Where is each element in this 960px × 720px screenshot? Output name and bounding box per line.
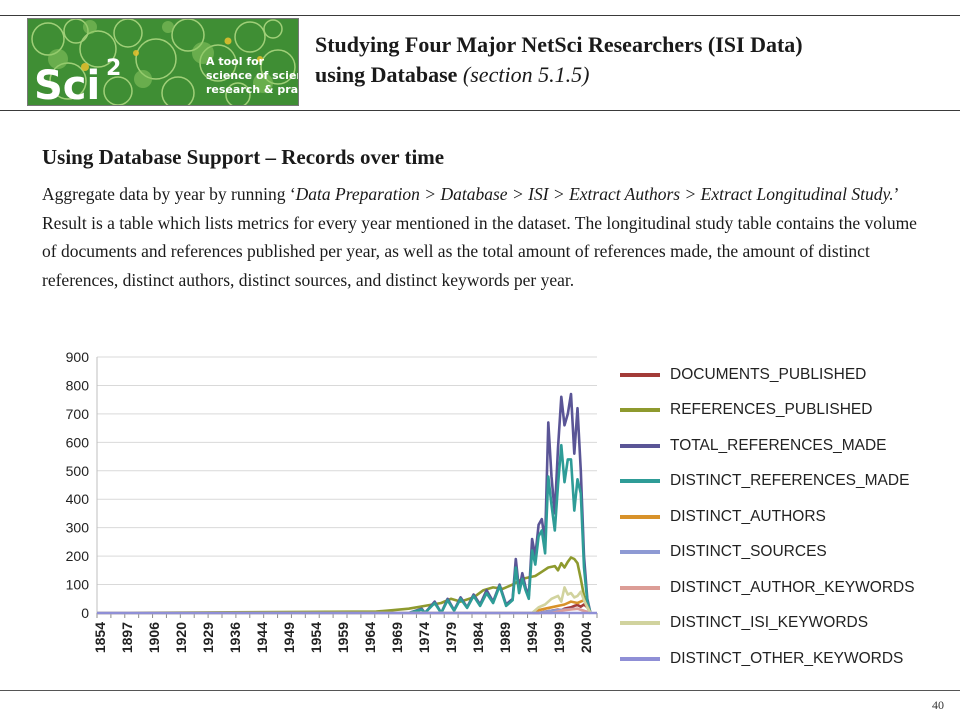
logo-superscript: 2 <box>106 56 121 81</box>
section-heading: Using Database Support – Records over ti… <box>42 145 445 169</box>
series-line-distinct-references-made <box>97 443 592 615</box>
sci2-logo-image: Sci 2 A tool for science of science rese… <box>28 19 298 105</box>
x-tick-label: 1949 <box>281 622 297 653</box>
x-tick-label: 1944 <box>254 622 270 653</box>
x-tick-label: 1964 <box>362 622 378 653</box>
legend-label: DISTINCT_REFERENCES_MADE <box>670 472 910 490</box>
legend-item: DISTINCT_AUTHOR_KEYWORDS <box>620 570 915 606</box>
header-bottom-rule <box>0 110 960 111</box>
x-tick-label: 1979 <box>443 622 459 653</box>
x-tick-label: 1999 <box>551 622 567 653</box>
legend-item: DISTINCT_AUTHORS <box>620 499 915 535</box>
x-tick-label: 1974 <box>416 622 432 653</box>
legend-item: DISTINCT_SOURCES <box>620 535 915 571</box>
paragraph-rest: ’ Result is a table which lists metrics … <box>42 184 917 290</box>
x-tick-label: 1984 <box>470 622 486 653</box>
x-tick-label: 2004 <box>578 622 594 653</box>
legend-label: DISTINCT_SOURCES <box>670 543 827 561</box>
slide-title: Studying Four Major NetSci Researchers (… <box>315 30 803 90</box>
x-tick-label: 1959 <box>335 622 351 653</box>
series-line-references-published <box>96 556 592 615</box>
y-axis-labels: 900 800 700 600 500 400 300 200 100 0 <box>66 349 90 621</box>
y-tick-label: 700 <box>66 406 90 422</box>
y-tick-label: 800 <box>66 377 90 393</box>
sci2-logo: Sci 2 A tool for science of science rese… <box>27 18 299 106</box>
line-chart-svg: 900 800 700 600 500 400 300 200 100 0 1854 1897 190… <box>66 349 598 653</box>
y-tick-label: 0 <box>81 605 89 621</box>
description-paragraph: Aggregate data by year by running ‘Data … <box>42 180 922 294</box>
page-number: 40 <box>932 698 944 712</box>
y-tick-label: 600 <box>66 434 90 450</box>
logo-tagline-3: research & practice <box>206 83 298 96</box>
slide-title-section: (section 5.1.5) <box>462 62 590 87</box>
series-line-distinct-isi-keywords <box>97 586 592 615</box>
x-tick-label: 1969 <box>389 622 405 653</box>
legend-swatch <box>620 621 660 626</box>
legend-label: DISTINCT_OTHER_KEYWORDS <box>670 649 904 667</box>
legend-swatch <box>620 479 660 484</box>
x-axis-labels: 1854 1897 1906 1920 1929 1936 1944 1949 1954 1959… <box>92 622 594 653</box>
y-tick-label: 500 <box>66 463 90 479</box>
legend-swatch <box>620 372 660 377</box>
menu-path: Data Preparation > Database > ISI > Extr… <box>295 184 894 204</box>
y-tick-label: 100 <box>66 577 90 593</box>
legend-item: TOTAL_REFERENCES_MADE <box>620 428 915 464</box>
legend-label: DOCUMENTS_PUBLISHED <box>670 365 867 383</box>
slide-title-main: using Database <box>315 62 458 87</box>
legend-item: REFERENCES_PUBLISHED <box>620 393 915 429</box>
legend-item: DISTINCT_REFERENCES_MADE <box>620 464 915 500</box>
legend-swatch <box>620 443 660 448</box>
x-tick-label: 1920 <box>173 622 189 653</box>
series-lines <box>96 392 597 615</box>
legend-swatch <box>620 550 660 555</box>
logo-tagline-2: science of science <box>206 69 298 82</box>
legend-label: TOTAL_REFERENCES_MADE <box>670 436 887 454</box>
x-tick-label: 1989 <box>497 622 513 653</box>
x-tick-label: 1929 <box>200 622 216 653</box>
footer-rule <box>0 690 960 691</box>
line-chart: 900 800 700 600 500 400 300 200 100 0 1854 1897 190… <box>40 340 605 690</box>
legend-swatch <box>620 408 660 413</box>
legend-item: DOCUMENTS_PUBLISHED <box>620 357 915 393</box>
legend-label: DISTINCT_AUTHORS <box>670 507 826 525</box>
logo-tagline-1: A tool for <box>206 55 265 68</box>
x-tick-label: 1994 <box>524 622 540 653</box>
header-top-rule <box>0 15 960 16</box>
logo-brand: Sci <box>34 63 100 105</box>
legend-swatch <box>620 585 660 590</box>
slide-title-line1: Studying Four Major NetSci Researchers (… <box>315 32 803 57</box>
y-tick-label: 300 <box>66 520 90 536</box>
slide-title-line2: using Database (section 5.1.5) <box>315 60 803 90</box>
x-tick-label: 1854 <box>92 622 108 653</box>
x-tick-label: 1954 <box>308 622 324 653</box>
legend-item: DISTINCT_OTHER_KEYWORDS <box>620 641 915 677</box>
x-tick-label: 1897 <box>119 622 135 653</box>
legend-swatch <box>620 514 660 519</box>
y-tick-label: 900 <box>66 349 90 365</box>
legend-label: REFERENCES_PUBLISHED <box>670 401 873 419</box>
legend-swatch <box>620 656 660 661</box>
y-tick-label: 200 <box>66 548 90 564</box>
legend-item: DISTINCT_ISI_KEYWORDS <box>620 606 915 642</box>
x-tick-label: 1906 <box>146 622 162 653</box>
legend-label: DISTINCT_AUTHOR_KEYWORDS <box>670 578 915 596</box>
legend-label: DISTINCT_ISI_KEYWORDS <box>670 614 869 632</box>
y-tick-label: 400 <box>66 491 90 507</box>
chart-legend: DOCUMENTS_PUBLISHED REFERENCES_PUBLISHED T… <box>620 357 915 677</box>
paragraph-intro: Aggregate data by year by running ‘ <box>42 184 296 204</box>
series-line-distinct-authors <box>97 598 592 615</box>
x-tick-label: 1936 <box>227 622 243 653</box>
